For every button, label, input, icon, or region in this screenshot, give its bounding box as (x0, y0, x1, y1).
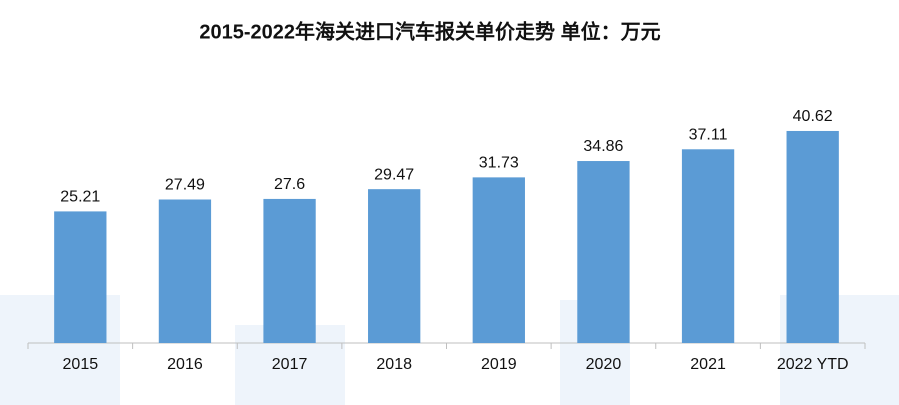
bar (158, 199, 212, 343)
chart-title: 2015-2022年海关进口汽车报关单价走势 单位：万元 (199, 19, 660, 43)
x-tick-label: 2015 (63, 356, 99, 373)
x-tick-label: 2017 (272, 356, 308, 373)
bar (681, 149, 735, 343)
x-tick-label: 2020 (586, 356, 622, 373)
x-tick-label: 2021 (690, 356, 726, 373)
data-label: 34.86 (583, 138, 623, 155)
bar (263, 198, 316, 343)
bar (786, 130, 839, 343)
bar (577, 161, 630, 343)
data-label: 37.11 (689, 127, 728, 144)
data-label: 27.6 (274, 176, 305, 193)
bar (368, 189, 421, 343)
x-tick-label: 2022 YTD (777, 356, 849, 373)
bar (472, 177, 525, 343)
bar (54, 211, 107, 343)
x-tick-label: 2016 (167, 356, 203, 373)
data-label: 40.62 (793, 108, 833, 125)
data-label: 31.73 (479, 155, 519, 172)
data-label: 25.21 (60, 189, 100, 206)
background-decoration (0, 295, 899, 405)
x-tick-label: 2018 (376, 356, 412, 373)
x-tick-label: 2019 (481, 356, 517, 373)
data-label: 29.47 (374, 166, 414, 183)
data-label: 27.49 (165, 177, 205, 194)
